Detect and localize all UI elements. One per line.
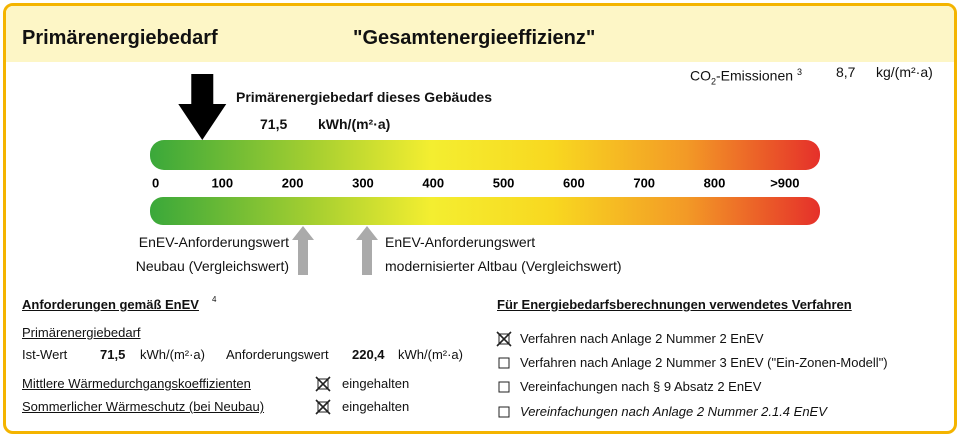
method-option: Vereinfachungen nach Anlage 2 Nummer 2.1…: [520, 404, 827, 419]
header-band: [6, 6, 954, 62]
indicator-unit: kWh/(m²·a): [318, 116, 391, 132]
reference-arrow: [292, 226, 314, 275]
indicator-caption: Primärenergiebedarf dieses Gebäudes: [236, 89, 492, 105]
value: 71,5: [100, 347, 126, 362]
co2-unit: kg/(m²·a): [876, 64, 933, 80]
indicator-arrow: [178, 74, 227, 140]
check-label: Mittlere Wärmedurchgangskoeffizienten: [22, 376, 251, 391]
scale-tick-label: >900: [770, 175, 799, 190]
reference-text: EnEV-Anforderungswert: [385, 234, 536, 250]
checkbox: [317, 378, 329, 390]
scale-tick-label: 500: [493, 175, 515, 190]
unit: kWh/(m²·a): [398, 347, 463, 362]
subtitle: Primärenergiebedarf: [22, 325, 141, 340]
checkbox: [317, 401, 329, 413]
scale-tick-label: 100: [211, 175, 233, 190]
reference-text: EnEV-Anforderungswert: [138, 234, 289, 250]
scale-tick-label: 600: [563, 175, 585, 190]
check-status: eingehalten: [342, 399, 410, 414]
section-title-text: Anforderungen gemäß EnEV: [22, 297, 199, 312]
check-label: Sommerlicher Wärmeschutz (bei Neubau): [22, 399, 265, 414]
co2-label: 2: [711, 76, 717, 87]
scale-tick-label: 200: [282, 175, 304, 190]
section-title: Für Energiebedarfsberechnungen verwendet…: [497, 297, 852, 312]
method-option: Verfahren nach Anlage 2 Nummer 2 EnEV: [520, 331, 764, 346]
section-title: Anforderungen gemäß EnEV: [22, 297, 199, 313]
scale-tick-label: 800: [704, 175, 726, 190]
co2-line: CO2-Emissionen 3: [690, 64, 802, 89]
checkbox: [498, 357, 510, 369]
label: Anforderungswert: [226, 347, 329, 362]
value: 220,4: [352, 347, 385, 362]
reference-arrow: [356, 226, 378, 275]
footnote: 3: [796, 67, 802, 77]
indicator-value: 71,5: [260, 116, 288, 132]
co2-value: 8,7: [836, 64, 856, 80]
scale-tick-label: 0: [152, 175, 159, 190]
unit: kWh/(m²·a): [140, 347, 205, 362]
scale-bar-bottom: [150, 197, 820, 225]
header-title: Primärenergiebedarf: [22, 27, 218, 49]
checkbox-cross: [315, 399, 331, 415]
checkbox-cross: [315, 376, 331, 392]
checkbox: [498, 406, 510, 418]
label: Ist-Wert: [22, 347, 68, 362]
co2-label: CO: [690, 67, 711, 84]
co2-label: -Emissionen: [716, 67, 794, 84]
method-option: Vereinfachungen nach § 9 Absatz 2 EnEV: [520, 379, 762, 394]
header-subtitle: "Gesamtenergieeffizienz": [353, 27, 596, 49]
checkbox: [498, 381, 510, 393]
checkbox: [498, 333, 510, 345]
check-status: eingehalten: [342, 376, 410, 391]
footnote: 4: [212, 295, 217, 304]
reference-text: Neubau (Vergleichswert): [135, 258, 289, 274]
scale-tick-label: 300: [352, 175, 374, 190]
checkbox-cross: [496, 331, 512, 347]
scale-tick-label: 700: [633, 175, 655, 190]
scale-tick-label: 400: [422, 175, 444, 190]
reference-text: modernisierter Altbau (Vergleichswert): [385, 258, 622, 274]
scale-bar-top: [150, 140, 820, 170]
method-option: Verfahren nach Anlage 2 Nummer 3 EnEV ("…: [520, 355, 888, 370]
